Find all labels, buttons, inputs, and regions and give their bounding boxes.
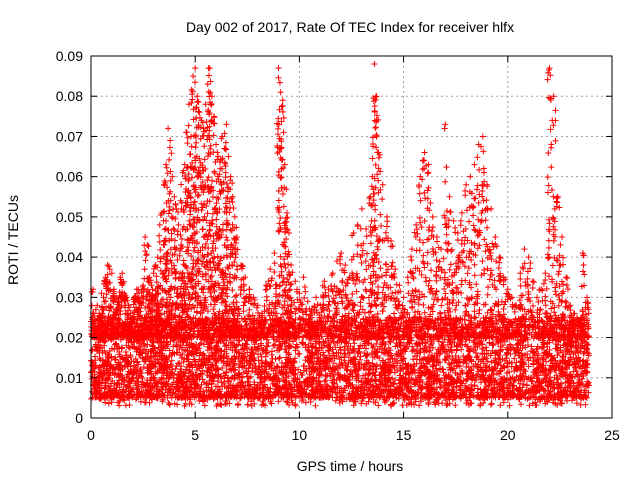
data-point: [166, 401, 173, 408]
data-point: [391, 400, 398, 407]
data-point: [489, 340, 496, 347]
data-point: [564, 397, 571, 404]
data-point: [363, 357, 370, 364]
data-point: [312, 402, 319, 409]
data-point: [528, 343, 535, 350]
data-point: [234, 402, 241, 408]
data-point: [276, 355, 283, 362]
data-point: [480, 399, 487, 406]
data-point: [244, 373, 251, 380]
data-point: [295, 351, 302, 358]
data-point: [90, 365, 97, 372]
data-point: [218, 401, 225, 408]
data-point: [482, 368, 489, 375]
data-point: [144, 341, 151, 348]
data-point: [223, 385, 230, 392]
data-point: [452, 402, 459, 409]
data-point: [122, 349, 129, 356]
data-point: [268, 365, 275, 372]
data-point: [183, 342, 190, 349]
data-point: [122, 402, 129, 409]
data-point: [473, 349, 480, 356]
data-point: [227, 339, 234, 346]
data-point: [321, 378, 328, 385]
data-point: [375, 402, 382, 409]
data-point: [417, 346, 424, 353]
data-point: [170, 343, 177, 350]
data-point: [231, 366, 238, 373]
data-point: [514, 391, 521, 398]
data-point: [244, 401, 251, 408]
data-point: [579, 375, 586, 382]
data-point: [513, 359, 520, 366]
data-point: [477, 402, 484, 409]
data-point: [258, 379, 265, 386]
data-point: [416, 402, 423, 409]
data-points: [88, 61, 592, 409]
data-point: [137, 398, 144, 405]
data-point: [573, 338, 580, 345]
data-point: [388, 352, 395, 359]
data-point: [425, 401, 432, 408]
data-point: [507, 341, 514, 348]
data-point: [268, 348, 275, 355]
data-point: [525, 363, 532, 370]
data-point: [219, 365, 226, 372]
data-point: [276, 354, 283, 361]
data-point: [483, 344, 490, 351]
data-point: [351, 340, 358, 347]
data-point: [239, 342, 246, 349]
data-point: [201, 402, 208, 409]
data-point: [487, 401, 494, 408]
data-point: [518, 401, 525, 408]
data-point: [411, 380, 418, 387]
data-point: [134, 346, 141, 353]
data-point: [440, 369, 447, 376]
data-point: [357, 353, 364, 360]
data-point: [275, 398, 282, 405]
data-point: [282, 346, 289, 353]
data-point: [504, 363, 511, 370]
data-point: [102, 399, 109, 406]
data-point: [411, 347, 418, 354]
data-point: [559, 365, 566, 372]
data-point: [285, 373, 292, 380]
data-point: [116, 402, 123, 409]
data-point: [325, 339, 332, 346]
data-point: [497, 402, 504, 409]
data-point: [409, 343, 416, 350]
data-point: [172, 365, 179, 372]
data-point: [506, 402, 513, 409]
data-point: [105, 400, 112, 407]
data-point: [296, 350, 303, 357]
data-point: [488, 400, 495, 407]
